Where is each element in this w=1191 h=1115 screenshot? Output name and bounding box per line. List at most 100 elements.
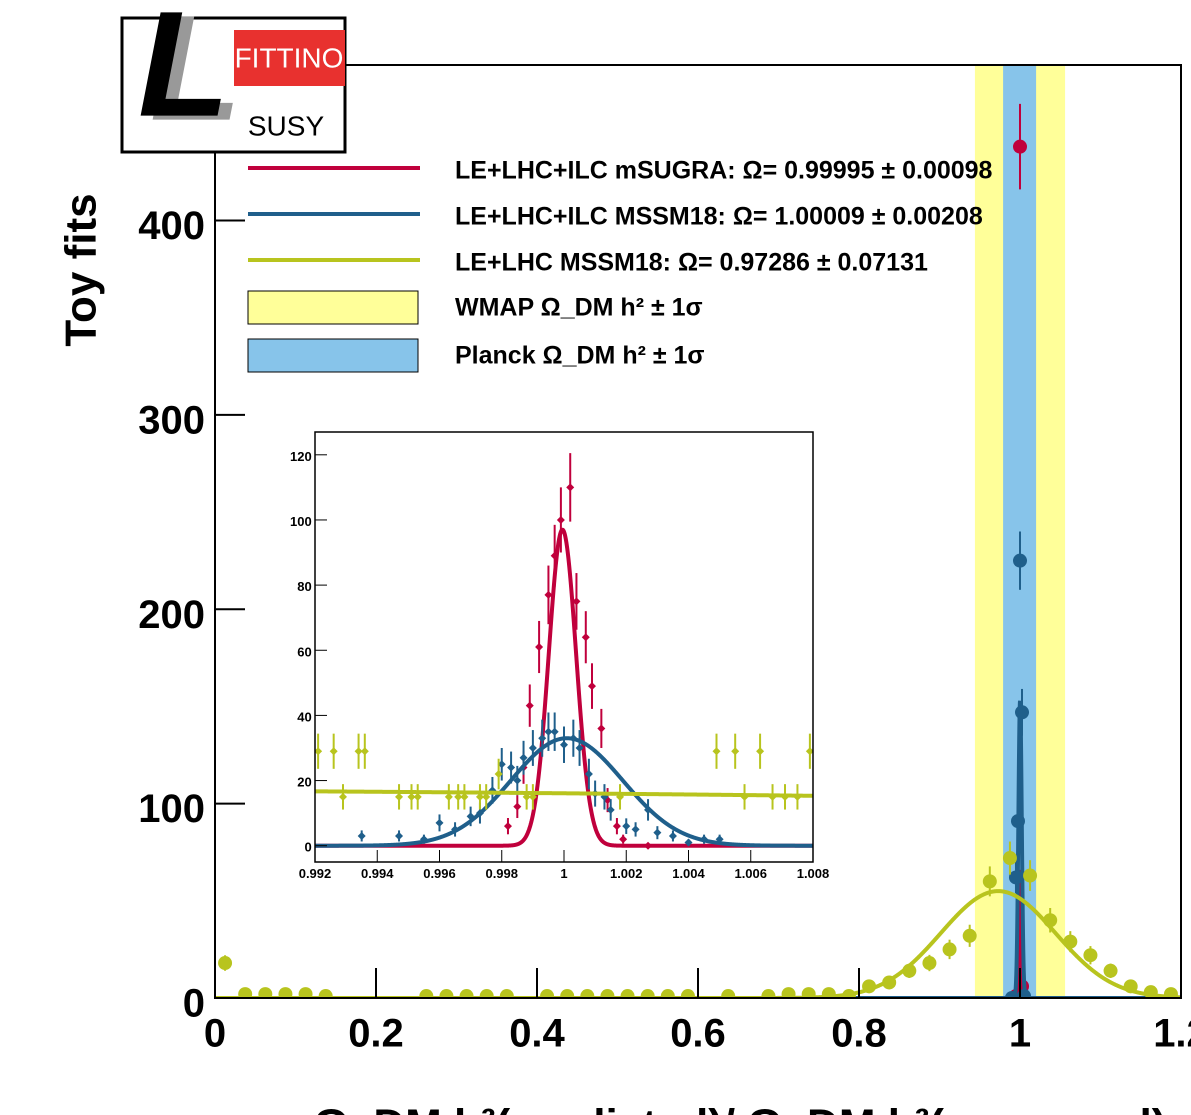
logo-badge <box>234 30 345 86</box>
data-point <box>519 753 528 762</box>
data-point <box>497 760 506 769</box>
data-point <box>318 989 333 998</box>
x-tick-label: 0.8 <box>831 1012 887 1056</box>
chart-1 <box>315 453 813 850</box>
data-point <box>1123 979 1138 994</box>
logo-letter: L <box>138 0 230 148</box>
data-point <box>781 987 796 998</box>
x-tick-label: 0.2 <box>348 1012 404 1056</box>
data-point <box>258 987 273 998</box>
data-point <box>503 822 512 831</box>
legend-label: LE+LHC MSSM18: Ω= 0.97286 ± 0.07131 <box>455 249 928 277</box>
x-tick-label: 1.006 <box>734 866 767 881</box>
data-point <box>528 743 537 752</box>
data-point <box>454 792 463 801</box>
data-point <box>513 776 522 785</box>
data-point <box>584 770 593 779</box>
data-point <box>700 835 709 844</box>
data-point <box>494 770 503 779</box>
data-point <box>444 792 453 801</box>
data-point <box>507 763 516 772</box>
y-tick-label: 40 <box>297 709 311 724</box>
data-point <box>761 989 776 998</box>
data-point <box>1083 948 1098 963</box>
data-point <box>407 792 416 801</box>
x-tick-label: 0.994 <box>361 866 394 881</box>
data-point <box>616 792 625 801</box>
y-tick-label: 200 <box>138 593 205 637</box>
fit-curve <box>315 527 813 848</box>
data-point <box>1015 705 1030 720</box>
data-point <box>278 987 293 998</box>
data-point <box>756 747 765 756</box>
data-point <box>513 802 522 811</box>
data-point <box>612 822 621 831</box>
y-tick-label: 0 <box>183 982 205 1026</box>
data-point <box>475 809 484 818</box>
data-point <box>740 792 749 801</box>
data-point <box>1013 553 1027 568</box>
data-point <box>535 643 544 651</box>
y-tick-label: 20 <box>297 775 311 790</box>
data-point <box>1163 987 1178 998</box>
data-point <box>902 963 917 978</box>
legend-label: LE+LHC+ILC MSSM18: Ω= 1.00009 ± 0.00208 <box>455 203 983 231</box>
x-tick-label: 0.992 <box>299 866 332 881</box>
x-tick-label: 1.2 <box>1153 1012 1191 1056</box>
data-point <box>780 792 789 801</box>
data-point <box>597 724 606 733</box>
data-point <box>575 743 584 752</box>
data-point <box>712 747 721 756</box>
x-tick-label: 0.6 <box>670 1012 726 1056</box>
fit-curve <box>215 889 1181 998</box>
data-point <box>668 831 677 840</box>
x-tick-label: 1 <box>1009 1012 1031 1056</box>
y-tick-label: 300 <box>138 398 205 442</box>
data-point <box>560 989 575 998</box>
data-point <box>395 831 404 840</box>
data-point <box>556 515 565 524</box>
x-axis-label: Ω_DM h²(predicted)/ Ω_DM h²(measured) <box>314 1101 1167 1115</box>
fit-curve <box>315 789 813 798</box>
data-point <box>466 812 475 821</box>
data-point <box>715 835 724 844</box>
data-point <box>721 989 736 998</box>
y-tick-label: 400 <box>138 204 205 248</box>
data-point <box>922 956 937 971</box>
data-point <box>684 838 693 847</box>
legend-label: LE+LHC+ILC mSUGRA: Ω= 0.99995 ± 0.00098 <box>455 157 993 185</box>
data-point <box>1143 985 1158 998</box>
data-point <box>841 989 856 998</box>
data-point <box>1043 913 1058 928</box>
x-tick-label: 0.4 <box>509 1012 565 1056</box>
logo: L L FITTINO SUSY <box>120 0 347 154</box>
data-point <box>354 747 363 756</box>
legend-swatch <box>247 338 419 373</box>
plot-layer: 00.20.40.60.811.20100200300400Toy fitsΩ_… <box>57 64 1191 1115</box>
data-point <box>329 747 338 756</box>
data-point <box>357 831 366 840</box>
legend-label: Planck Ω_DM h² ± 1σ <box>455 342 705 370</box>
data-point <box>315 747 323 756</box>
data-point <box>540 989 555 998</box>
x-tick-label: 1.002 <box>610 866 643 881</box>
y-tick-label: 120 <box>290 449 312 464</box>
y-tick-label: 0 <box>305 840 312 855</box>
data-point <box>680 989 695 998</box>
data-point <box>1010 814 1025 829</box>
x-tick-label: 0.998 <box>485 866 518 881</box>
data-point <box>439 989 454 998</box>
data-point <box>581 633 590 642</box>
y-axis-label: Toy fits <box>57 193 106 346</box>
data-point <box>821 987 836 998</box>
data-point <box>640 989 655 998</box>
data-point <box>1023 868 1038 883</box>
logo-letter-shadow: L <box>150 0 242 152</box>
chart-0 <box>215 65 1181 998</box>
data-point <box>475 792 484 801</box>
data-point <box>419 989 434 998</box>
x-tick-label: 0.996 <box>423 866 456 881</box>
data-point <box>580 989 595 998</box>
data-point <box>1002 851 1017 866</box>
data-point <box>1013 139 1027 154</box>
